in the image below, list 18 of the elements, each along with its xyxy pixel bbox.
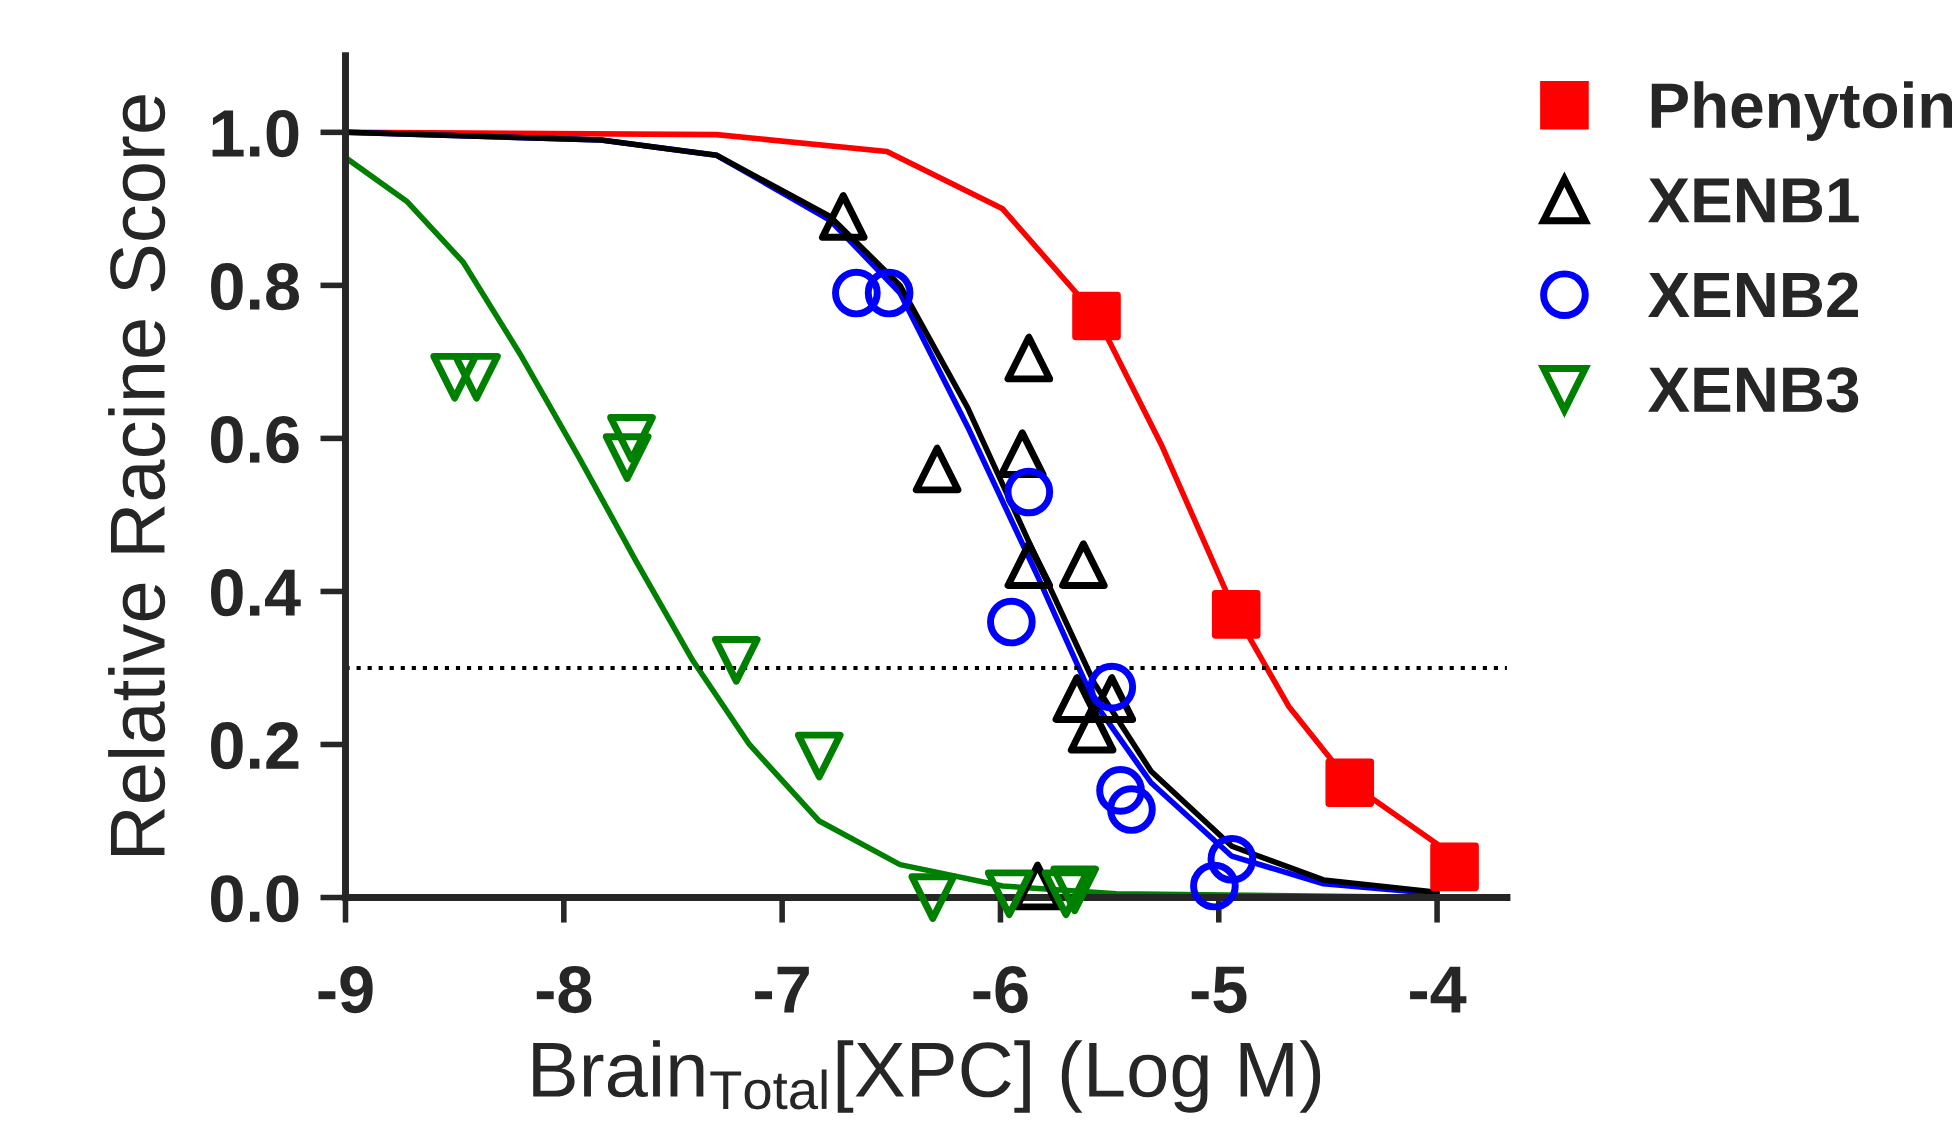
x-tick-label: -7 [755,966,809,1013]
x-tick-label: -6 [973,965,1028,1014]
y-tick-label: 0.2 [211,722,299,770]
y-tick-label: 0.6 [211,416,299,464]
x-tick-label: -9 [318,965,373,1014]
x-tick-label: -5 [1191,966,1247,1014]
legend-label: Phenytoin [1651,81,1952,141]
legend-label: XENB1 [1648,178,1859,223]
x-tick-label: -8 [536,965,592,1014]
legend-label: XENB3 [1648,367,1859,413]
y-tick-label: 0.4 [211,569,301,617]
legend-label: XENB2 [1648,272,1858,318]
y-tick-label: 0.0 [211,875,299,923]
y-tick-label: 1.0 [212,109,299,158]
x-tick-label: -4 [1410,966,1467,1013]
x-axis-title: Brain$_{Total}$[XPC] (Log M) [533,1040,1321,1113]
y-tick-label: 0.8 [211,262,300,311]
y-axis-title: Relative Racine Score [108,95,166,856]
